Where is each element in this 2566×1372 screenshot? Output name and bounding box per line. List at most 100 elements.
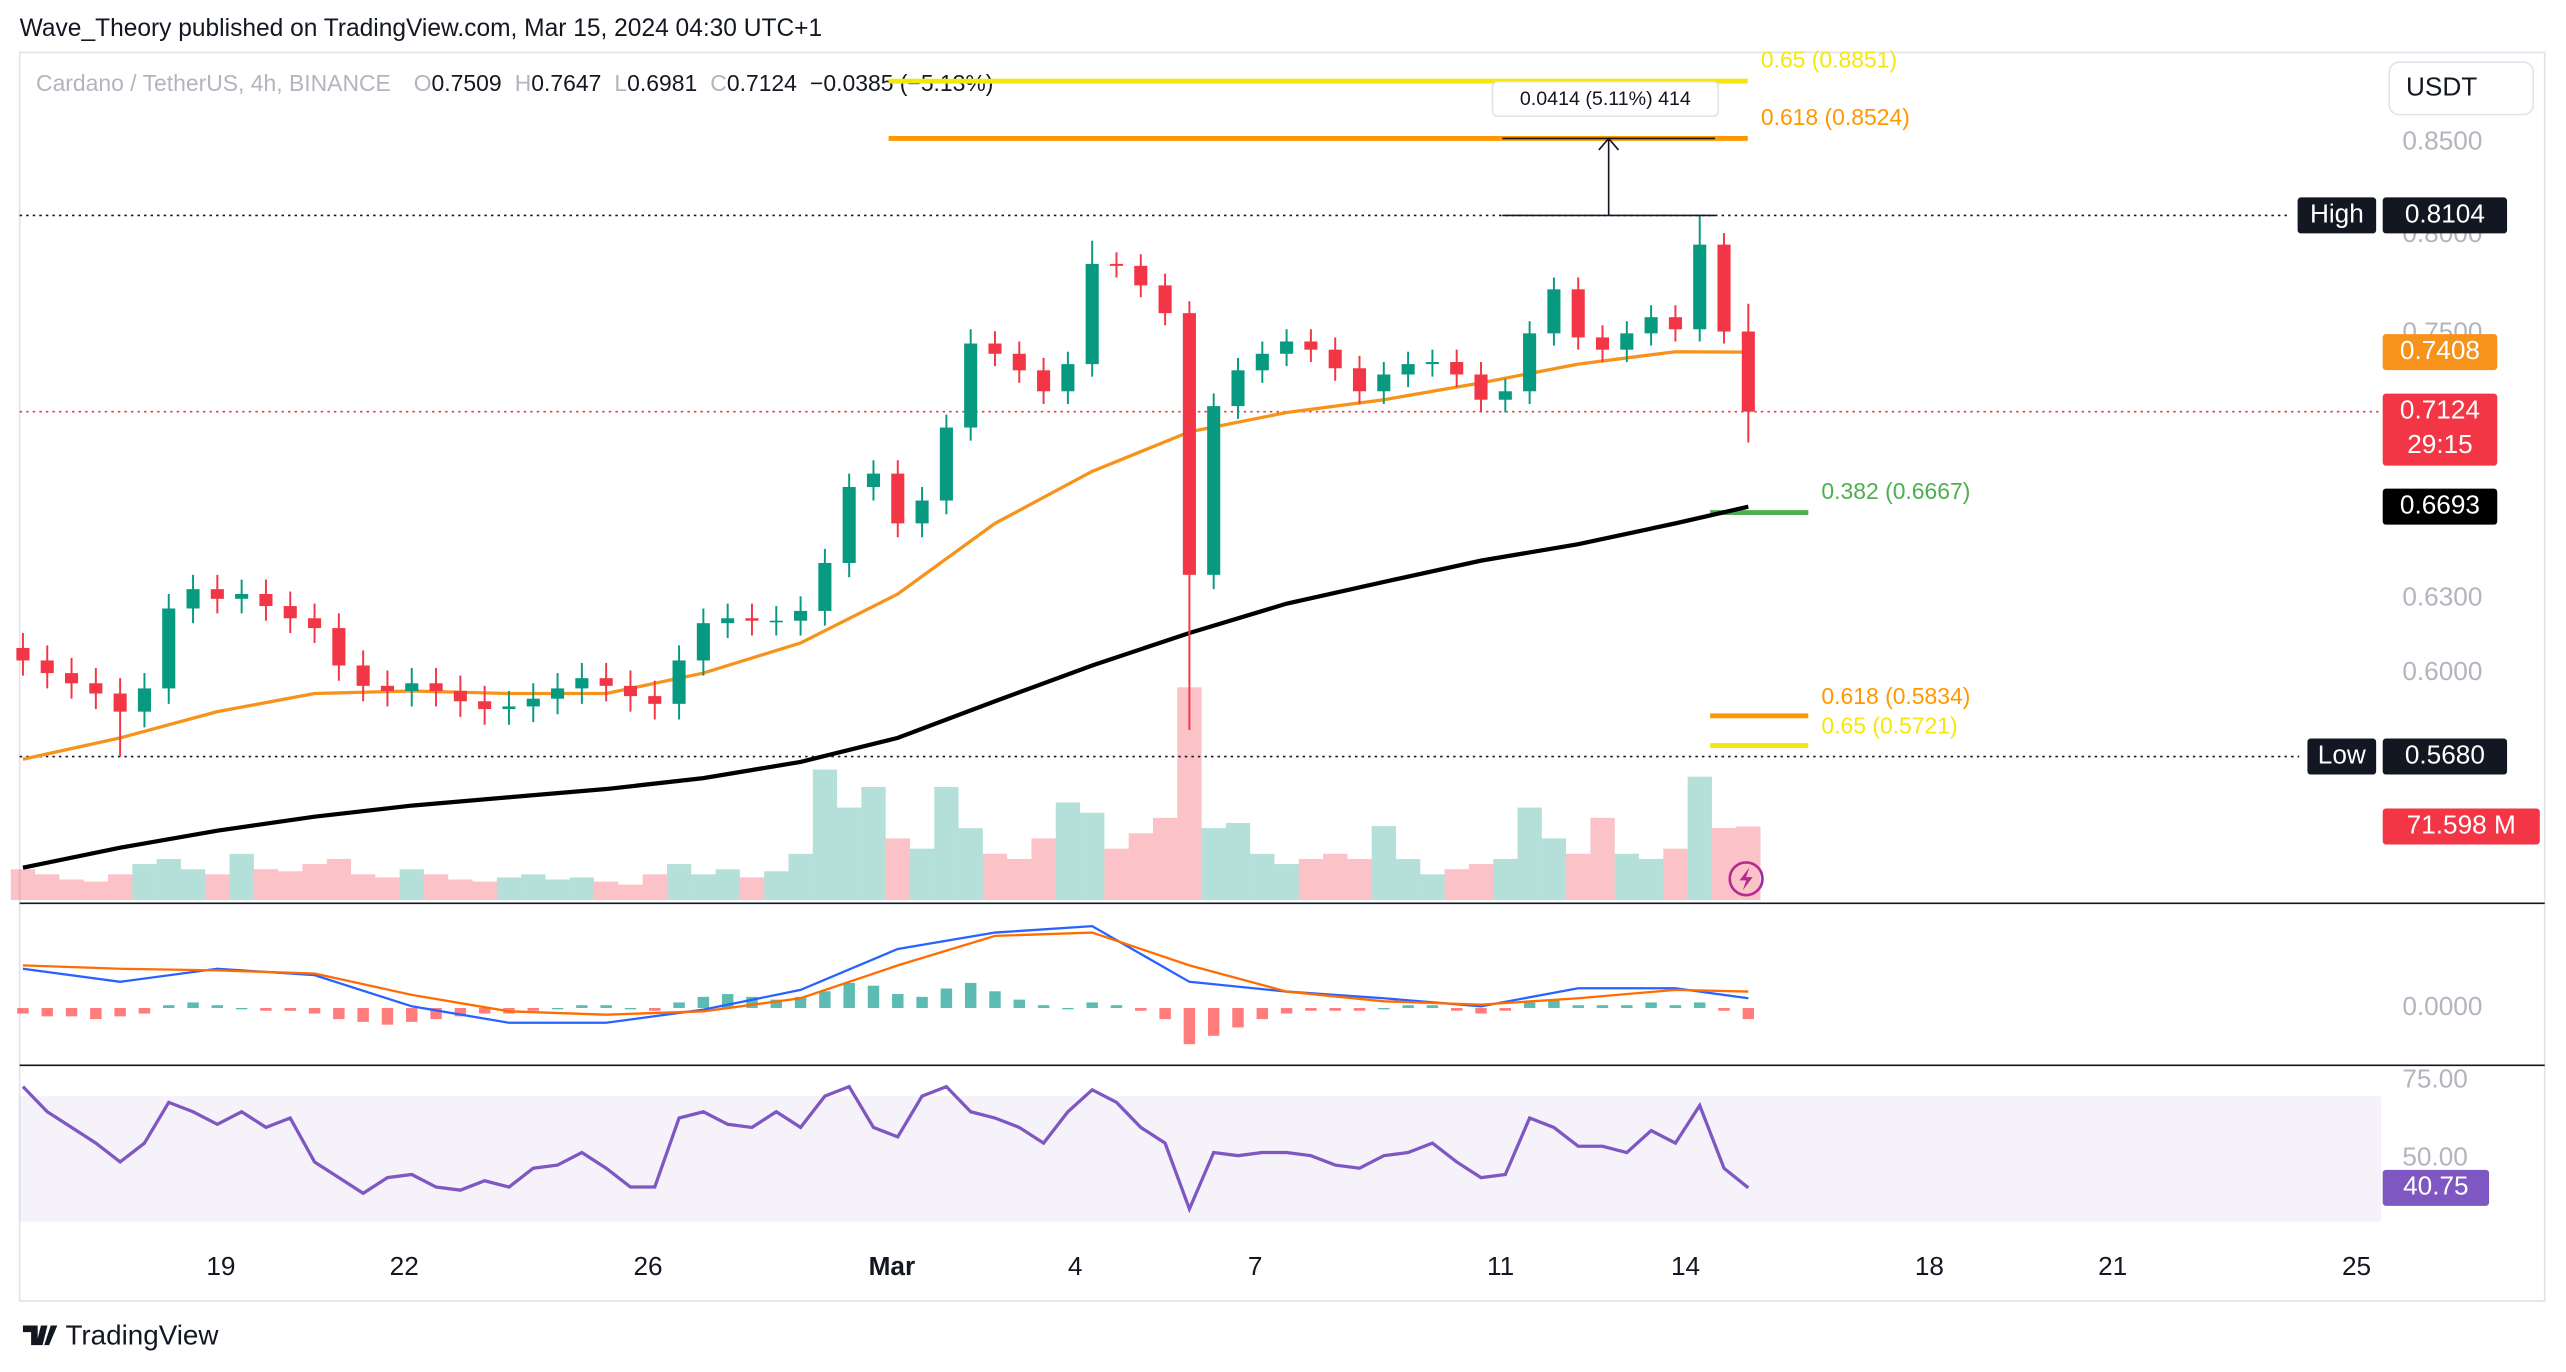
- macd-histogram-bar: [770, 999, 783, 1008]
- macd-histogram-bar: [916, 996, 928, 1008]
- macd-histogram-bar: [721, 994, 734, 1008]
- moving-average: [22, 504, 1749, 870]
- volume-bar: [788, 853, 813, 901]
- x-tick-label: 14: [1671, 1251, 1700, 1281]
- volume-bar: [1152, 817, 1178, 901]
- volume-bar: [180, 869, 206, 901]
- volume-bar: [132, 864, 157, 901]
- macd-histogram-bar: [454, 1007, 467, 1017]
- volume-bar: [545, 879, 570, 901]
- volume-bar: [302, 864, 327, 901]
- candle-body: [356, 665, 370, 686]
- candle-body: [1450, 362, 1464, 375]
- volume-bar: [1420, 874, 1445, 901]
- macd-histogram-bar: [576, 1005, 588, 1008]
- candle-body: [259, 593, 273, 607]
- x-tick-label: 19: [206, 1251, 235, 1281]
- high-value: 0.8104: [2405, 198, 2485, 228]
- macd-histogram-bar: [673, 1002, 685, 1008]
- volume-bar: [1274, 864, 1299, 901]
- macd-histogram-bar: [1305, 1007, 1317, 1011]
- candle-body: [235, 593, 249, 599]
- candle-body: [1255, 353, 1269, 371]
- header: Wave_Theory published on TradingView.com…: [20, 15, 823, 42]
- volume-bar: [642, 874, 667, 901]
- volume-bar: [764, 871, 789, 901]
- x-tick-label: 21: [2098, 1251, 2127, 1281]
- volume-bar: [715, 869, 740, 901]
- volume-value-box: [2382, 808, 2540, 845]
- volume-bar: [59, 879, 84, 901]
- rsi-tick-label: 50.00: [2402, 1142, 2468, 1172]
- volume-bar: [10, 869, 36, 901]
- volume-bar: [1080, 812, 1105, 901]
- macd-histogram-bar: [1572, 1005, 1584, 1008]
- quote-box: [2388, 61, 2535, 116]
- macd-histogram-bar: [1693, 1002, 1706, 1008]
- candle-body: [794, 610, 808, 621]
- macd-histogram-bar: [65, 1007, 78, 1017]
- macd-histogram-bar: [478, 1007, 491, 1014]
- symbol-legend: Cardano / TetherUS, 4h, BINANCE O0.7509 H0…: [36, 70, 993, 96]
- candle-body: [1547, 289, 1561, 334]
- candle-body: [1328, 349, 1342, 369]
- candle-body: [1401, 364, 1415, 375]
- y-tick-label: 0.8500: [2402, 126, 2482, 156]
- candle-body: [1085, 263, 1099, 365]
- ma-value-box: [2382, 488, 2498, 525]
- fib-label: 0.618 (0.8524): [1761, 104, 1910, 130]
- macd-histogram-bar: [1548, 999, 1560, 1008]
- x-tick-label: 18: [1915, 1251, 1944, 1281]
- volume-bar: [691, 874, 716, 901]
- candle-body: [939, 427, 953, 501]
- macd-histogram-bar: [1110, 1005, 1123, 1008]
- candle-body: [1377, 374, 1391, 392]
- volume-bar: [594, 881, 619, 901]
- candle-body: [1741, 331, 1755, 412]
- candle-body: [1595, 337, 1610, 350]
- volume-bar: [205, 874, 230, 901]
- volume-bar: [521, 874, 546, 901]
- macd-histogram-bar: [964, 982, 977, 1008]
- x-tick-label: 22: [390, 1251, 419, 1281]
- candle-body: [672, 660, 686, 704]
- frame: [18, 51, 2546, 1302]
- candle-body: [721, 618, 735, 624]
- macd-histogram-bar: [1426, 1005, 1439, 1008]
- macd-histogram-bar: [17, 1007, 29, 1014]
- macd-histogram-bar: [260, 1007, 272, 1011]
- macd-histogram-bar: [1402, 1005, 1414, 1008]
- macd-histogram-bar: [187, 1002, 199, 1008]
- macd-histogram-bar: [1013, 999, 1026, 1008]
- ohlc-value: 0.7124: [727, 70, 797, 96]
- macd-histogram-bar: [1062, 1007, 1074, 1010]
- macd-histogram-bar: [892, 994, 904, 1008]
- volume-bar: [861, 787, 886, 901]
- candle-body: [40, 660, 54, 674]
- candle-body: [818, 562, 832, 611]
- volume-bar: [1250, 853, 1275, 901]
- macd-histogram-bar: [794, 996, 807, 1008]
- macd-histogram-bar: [843, 982, 855, 1008]
- volume-bar: [1201, 828, 1226, 901]
- candle-body: [405, 683, 419, 691]
- x-tick-label: 7: [1248, 1251, 1263, 1281]
- macd-histogram-bar: [746, 996, 758, 1008]
- macd-histogram-bar: [1596, 1005, 1609, 1008]
- macd-histogram-bar: [1523, 1002, 1536, 1008]
- symbol: Cardano / TetherUS, 4h, BINANCE: [36, 70, 391, 96]
- candle-body: [1474, 374, 1488, 400]
- measure-box: [1491, 81, 1720, 118]
- volume-bar: [1298, 858, 1324, 901]
- x-tick-label: Mar: [869, 1251, 916, 1281]
- macd-histogram-bar: [527, 1007, 539, 1011]
- volume-bar: [399, 869, 424, 901]
- x-tick-label: 11: [1487, 1251, 1514, 1281]
- volume-bar: [909, 848, 935, 901]
- candle-body: [332, 628, 346, 666]
- candle-body: [575, 678, 589, 689]
- candle-body: [1012, 353, 1026, 371]
- ohlc-key: H: [515, 70, 532, 96]
- candle-body: [1304, 341, 1318, 350]
